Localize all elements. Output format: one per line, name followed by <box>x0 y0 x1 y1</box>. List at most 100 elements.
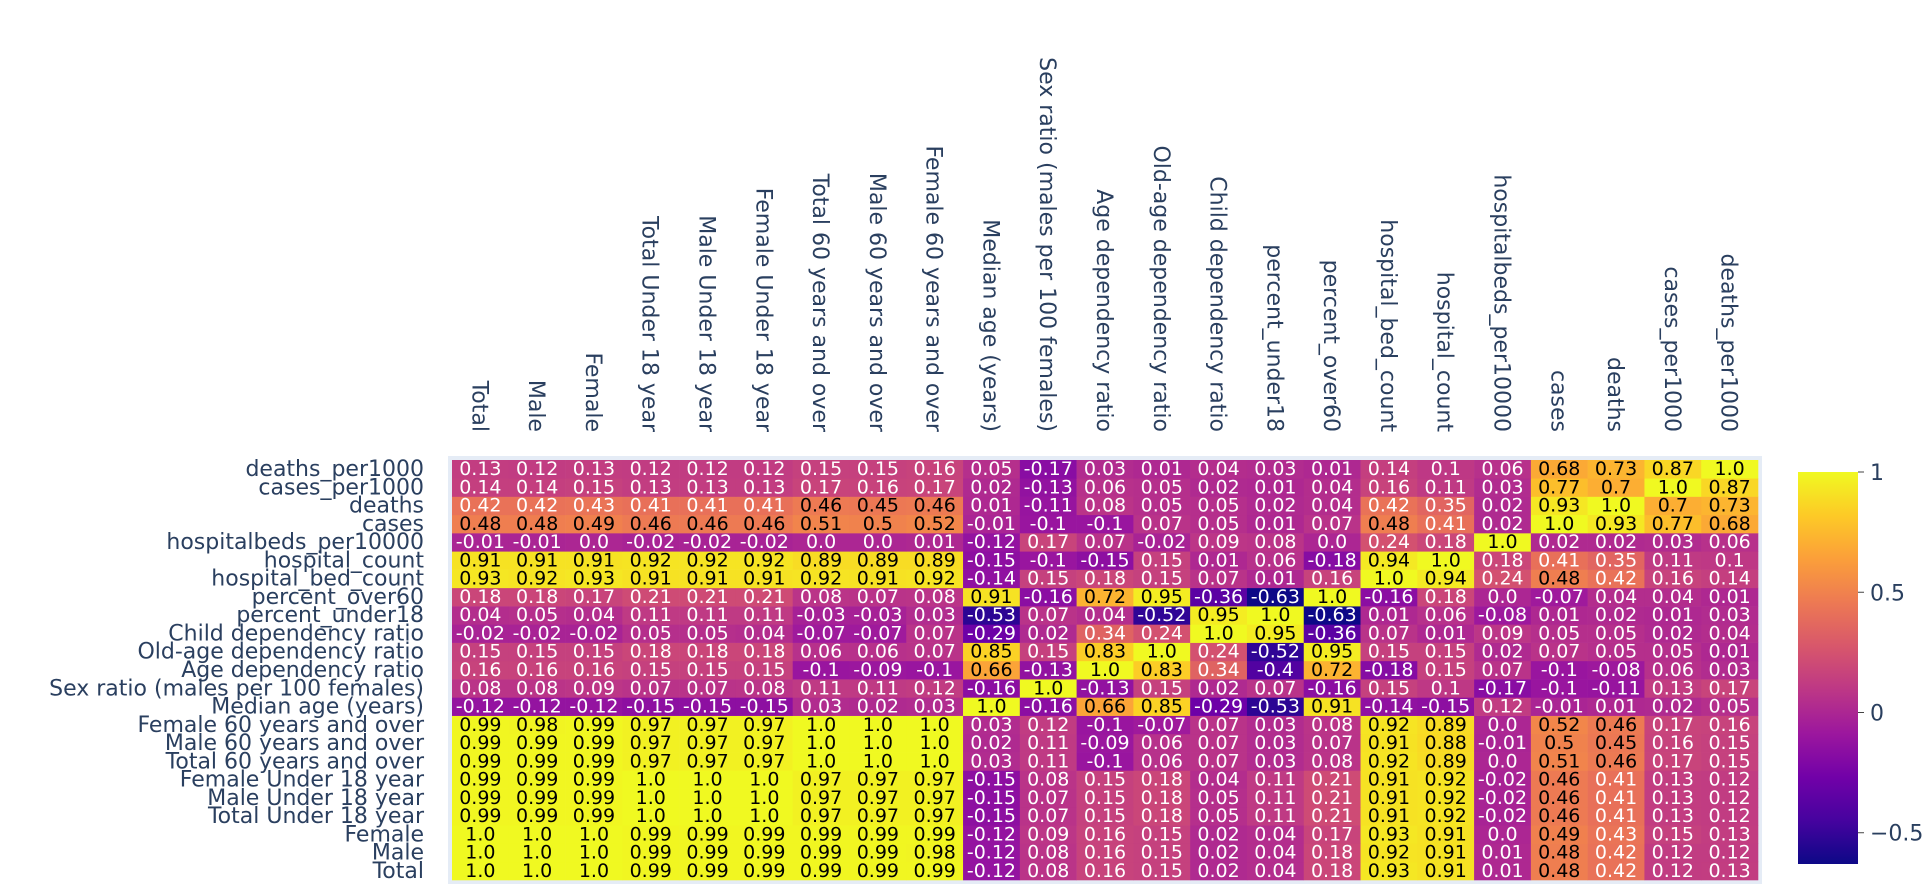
heatmap-cell <box>1587 460 1645 479</box>
heatmap-cell <box>679 587 737 607</box>
heatmap-cell-label: 0.98 <box>913 842 955 864</box>
heatmap-cell <box>1019 587 1077 607</box>
heatmap-cell <box>1303 533 1361 552</box>
heatmap-cell <box>906 569 964 589</box>
heatmap-cell <box>452 697 510 716</box>
y-tick-label: hospital_count <box>264 548 425 573</box>
heatmap-cell <box>452 551 510 570</box>
heatmap-cell-label: 0.01 <box>1311 458 1353 480</box>
heatmap-cell <box>1530 478 1588 497</box>
heatmap-cell <box>1076 533 1134 552</box>
heatmap-cell <box>1303 679 1361 698</box>
heatmap-cell <box>1587 825 1645 844</box>
heatmap-cell <box>1587 624 1645 643</box>
heatmap-cell-label: 0.97 <box>743 732 785 754</box>
heatmap-cell <box>622 624 680 643</box>
heatmap-cell <box>1190 861 1248 881</box>
heatmap-cell <box>1360 733 1418 753</box>
heatmap-cell-label: 0.99 <box>743 860 785 882</box>
heatmap-cell <box>622 806 680 826</box>
heatmap-cell <box>963 770 1021 789</box>
heatmap-cell <box>508 478 566 497</box>
heatmap-cell-label: 1.0 <box>749 805 779 827</box>
heatmap-cell-label: 0.13 <box>1652 677 1694 699</box>
heatmap-cell-label: 0.02 <box>1595 531 1637 553</box>
heatmap-cell-label: 0.48 <box>516 513 558 535</box>
heatmap-cell-label: -0.16 <box>1024 696 1073 718</box>
heatmap-cell-label: 0.12 <box>1652 860 1694 882</box>
y-tick-label: Female <box>344 822 424 847</box>
heatmap-cell-label: -0.07 <box>797 622 846 644</box>
heatmap-cell <box>1530 642 1588 662</box>
heatmap-cell-label: 0.01 <box>1368 604 1410 626</box>
heatmap-cell-label: 0.15 <box>1027 641 1069 663</box>
heatmap-cell-label: -0.13 <box>1024 476 1073 498</box>
heatmap-cell-label: 0.18 <box>1311 842 1353 864</box>
heatmap-cell-label: 0.02 <box>857 696 899 718</box>
heatmap-cell <box>1190 770 1248 789</box>
heatmap-cell-label: 0.85 <box>970 641 1012 663</box>
heatmap-cell <box>1133 752 1191 771</box>
x-tick-label: Median age (years) <box>977 219 1002 432</box>
heatmap-cell-label: 0.83 <box>1084 641 1126 663</box>
heatmap-cell-label: 0.46 <box>1595 714 1637 736</box>
heatmap-cell <box>1530 806 1588 826</box>
heatmap-cell-label: 0.16 <box>913 458 955 480</box>
heatmap-cell <box>1644 733 1702 753</box>
heatmap-cell-label: 0.08 <box>1027 842 1069 864</box>
heatmap-cell-label: -0.12 <box>967 823 1016 845</box>
heatmap-cell <box>679 733 737 753</box>
heatmap-cell-label: 0.52 <box>1538 714 1580 736</box>
heatmap-cell-label: 0.04 <box>1197 458 1239 480</box>
heatmap-cell <box>1417 843 1475 863</box>
heatmap-cell <box>1076 569 1134 589</box>
heatmap-cell-label: 0.12 <box>1708 842 1750 864</box>
heatmap-cell <box>1360 861 1418 881</box>
heatmap-cell-label: 0.97 <box>686 750 728 772</box>
heatmap-cell <box>565 752 623 771</box>
heatmap-cell <box>679 514 737 534</box>
heatmap-cell-label: -0.15 <box>683 696 732 718</box>
heatmap-cell <box>849 752 907 771</box>
heatmap-cell-label: 1.0 <box>1203 622 1233 644</box>
heatmap-cell-label: 0.15 <box>1708 750 1750 772</box>
heatmap-cell-label: 0.15 <box>516 641 558 663</box>
heatmap-cell <box>508 715 566 735</box>
heatmap-cell <box>1246 478 1305 497</box>
heatmap-cell <box>1133 587 1191 607</box>
heatmap-cell <box>452 569 510 589</box>
heatmap-cell-label: 0.92 <box>630 549 672 571</box>
heatmap-cell <box>1076 752 1134 771</box>
heatmap-cell <box>1474 843 1532 863</box>
heatmap-cell-label: 0.91 <box>970 586 1012 608</box>
heatmap-cell-label: 0.66 <box>1084 696 1126 718</box>
heatmap-cell-label: 0.99 <box>630 823 672 845</box>
heatmap-cell <box>849 660 907 680</box>
heatmap-cell-label: 0.77 <box>1652 513 1694 535</box>
heatmap-cell <box>508 587 566 607</box>
heatmap-cell <box>1701 825 1759 844</box>
heatmap-cell <box>1530 788 1588 808</box>
heatmap-cell-label: 0.16 <box>459 659 501 681</box>
heatmap-cell-label: 1.0 <box>522 823 552 845</box>
heatmap-cell <box>1701 733 1759 753</box>
heatmap-cell-label: -0.15 <box>1421 696 1470 718</box>
x-tick-label: cases_per1000 <box>1659 266 1684 432</box>
heatmap-cell-label: -0.1 <box>1086 513 1123 535</box>
heatmap-cell-label: 0.93 <box>1368 860 1410 882</box>
heatmap-cell <box>1190 679 1248 698</box>
heatmap-cell <box>508 642 566 662</box>
heatmap-cell-label: 1.0 <box>1601 495 1631 517</box>
heatmap-cell-label: 0.02 <box>1197 677 1239 699</box>
heatmap-cell-label: 0.46 <box>913 495 955 517</box>
heatmap-cell-label: -0.16 <box>1364 586 1413 608</box>
heatmap-cell <box>1246 788 1305 808</box>
heatmap-cell-label: 0.16 <box>516 659 558 681</box>
heatmap-cell <box>508 788 566 808</box>
heatmap-cell <box>792 624 850 643</box>
heatmap-cell <box>1530 843 1588 863</box>
heatmap-cell <box>1701 788 1759 808</box>
heatmap-cell-label: 0.02 <box>1538 531 1580 553</box>
heatmap-cell-label: 0.15 <box>630 659 672 681</box>
